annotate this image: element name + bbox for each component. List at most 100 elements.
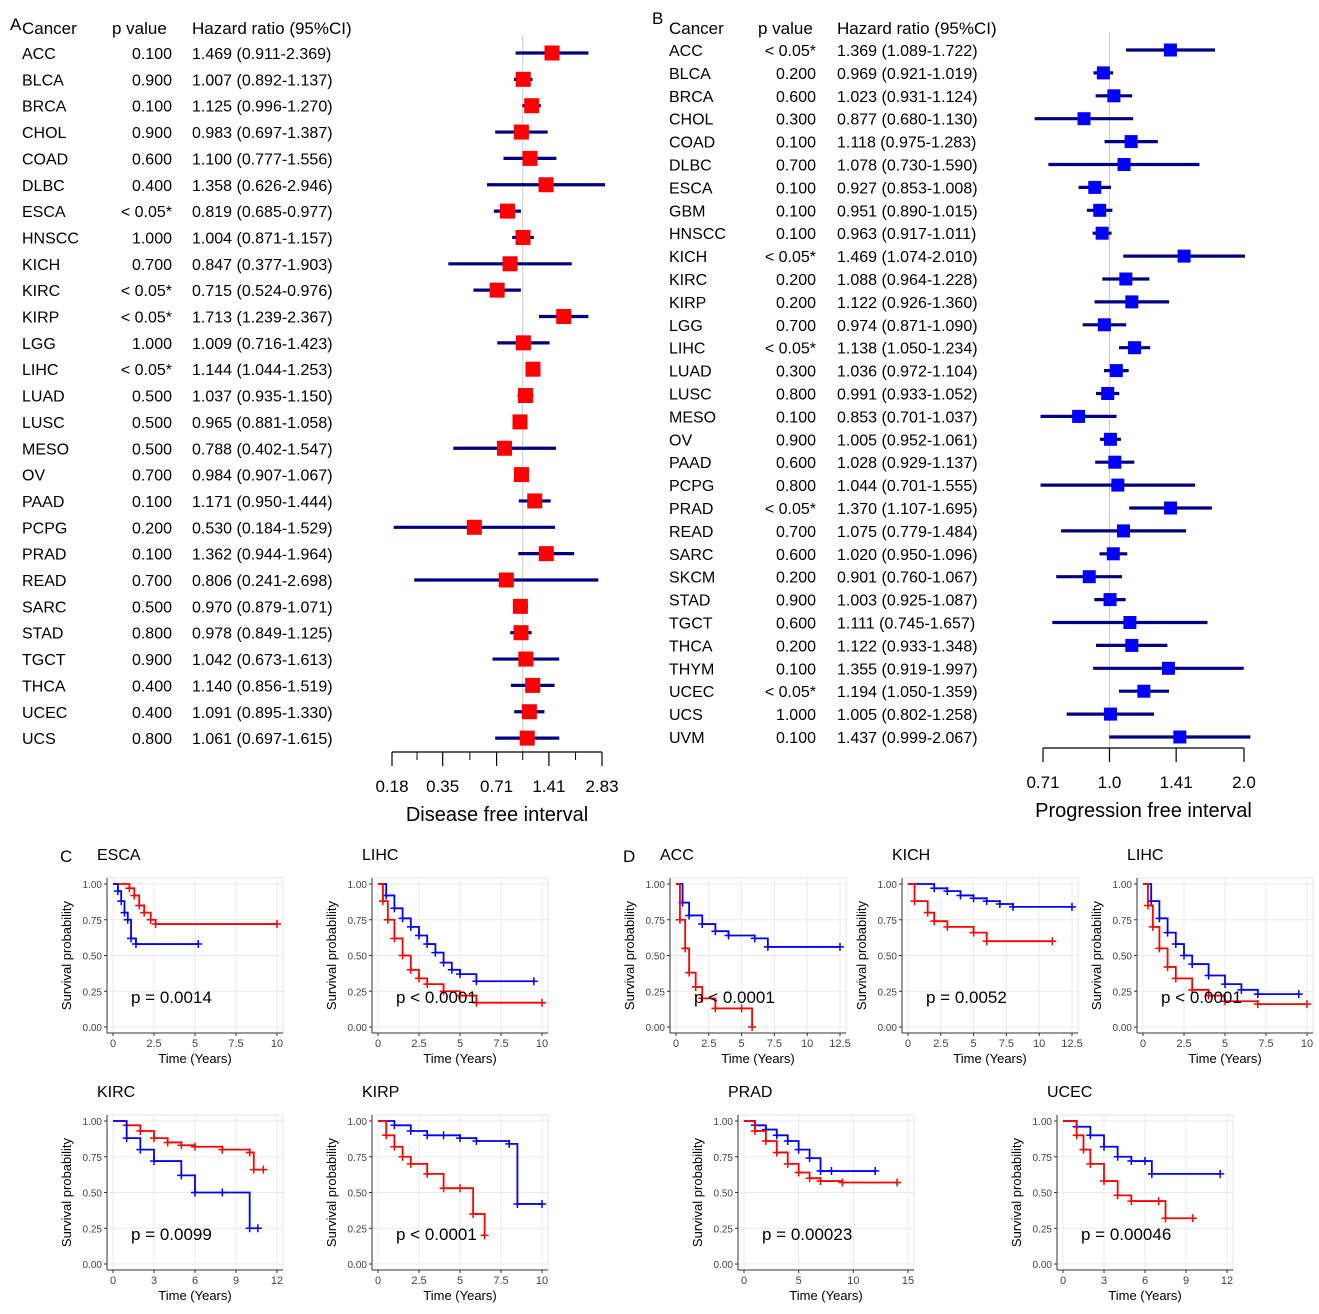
km-censor-mark [750,934,759,943]
km-title: ACC [660,847,694,864]
hr-marker [1124,135,1138,149]
km-x-tick-label: 0 [375,1275,381,1287]
km-censor-mark [538,998,546,1007]
row-hr-text: 1.003 (0.925-1.087) [837,593,978,610]
row-cancer-label: BRCA [22,99,67,116]
row-cancer-label: THCA [669,638,713,655]
km-y-tick-label: 0.75 [1033,1153,1053,1164]
row-p-value: 0.300 [776,112,816,129]
hr-marker [1125,295,1139,309]
km-y-tick-label: 0.00 [1113,1023,1133,1034]
km-plot: LIHC 0.00 0.25 0.50 0.75 1.00 0 2.5 5 7.5 10 Time (… [324,847,549,1066]
hr-marker [521,704,537,720]
km-p-value: p = 0.0099 [131,1225,212,1244]
km-x-tick-label: 6 [1142,1275,1148,1287]
km-censor-mark [456,1184,464,1193]
hr-marker [1117,524,1131,538]
row-p-value: 0.100 [132,99,172,116]
hr-marker [1101,387,1115,400]
km-x-tick-label: 3 [151,1275,157,1287]
km-x-tick-label: 5 [796,1275,802,1287]
hr-marker [513,124,529,140]
km-censor-mark [245,1148,254,1157]
hr-marker [1097,318,1111,332]
row-hr-text: 0.901 (0.760-1.067) [837,570,978,587]
hr-marker [1088,180,1102,194]
row-p-value: 0.100 [132,46,172,63]
hr-marker [502,256,518,272]
row-cancer-label: PAAD [22,494,64,511]
row-cancer-label: MESO [22,441,69,458]
row-cancer-label: PRAD [22,547,66,564]
row-p-value: 0.600 [776,547,816,564]
km-title: LIHC [1127,847,1163,864]
row-hr-text: 1.469 (1.074-2.010) [837,249,978,266]
km-x-tick-label: 7.5 [1258,1038,1273,1050]
km-censor-mark [398,951,407,960]
row-cancer-label: KIRC [669,272,707,289]
row-cancer-label: READ [669,524,713,541]
km-censor-mark [1127,1157,1136,1166]
km-censor-mark [711,1004,720,1013]
row-cancer-label: DLBC [669,158,712,175]
column-header-p: p value [758,19,813,38]
row-hr-text: 1.194 (1.050-1.359) [837,684,978,701]
row-p-value: 0.700 [776,318,816,335]
column-header-hr: Hazard ratio (95%CI) [192,19,352,38]
km-censor-mark [943,887,952,896]
km-y-title: Survival probability [324,900,339,1010]
km-censor-mark [131,940,140,949]
row-hr-text: 1.140 (0.856-1.519) [192,678,333,695]
km-censor-mark [423,1169,432,1178]
row-cancer-label: PCPG [22,520,67,537]
km-x-tick-label: 5 [1222,1038,1228,1050]
km-censor-mark [406,965,415,974]
km-censor-mark [1086,1131,1095,1140]
row-hr-text: 1.100 (0.777-1.556) [192,151,333,168]
km-censor-mark [120,908,129,917]
km-y-tick-label: 0.25 [83,1224,103,1235]
km-x-tick-label: 7.5 [493,1038,508,1050]
row-hr-text: 1.369 (1.089-1.722) [837,43,978,60]
row-p-value: 0.600 [776,616,816,633]
km-y-tick-label: 1.00 [1033,1117,1053,1128]
km-censor-mark [390,934,399,943]
km-x-tick-label: 7.5 [228,1038,243,1050]
km-censor-mark [513,1199,522,1208]
km-censor-mark [1148,922,1157,931]
row-hr-text: 0.927 (0.853-1.008) [837,180,978,197]
km-censor-mark [1155,944,1164,953]
km-censor-mark [1113,1152,1122,1161]
km-x-tick-label: 0 [1060,1275,1066,1287]
row-hr-text: 1.355 (0.919-1.997) [837,661,978,678]
km-censor-mark [1154,1197,1163,1206]
km-x-tick-label: 0 [673,1038,679,1050]
km-censor-mark [1086,1159,1095,1168]
km-survival-curve [378,1120,486,1236]
km-censor-mark [1188,985,1197,994]
hr-marker [1137,684,1151,698]
row-cancer-label: THYM [669,661,714,678]
row-cancer-label: ESCA [22,204,66,221]
row-hr-text: 0.969 (0.921-1.019) [837,66,978,83]
row-p-value: < 0.05* [121,283,172,300]
row-hr-text: 1.362 (0.944-1.964) [192,547,333,564]
row-cancer-label: SARC [669,547,713,564]
km-censor-mark [1188,960,1197,969]
km-censor-mark [136,1145,145,1154]
km-censor-mark [982,937,991,946]
km-censor-mark [681,944,690,953]
km-x-tick-label: 0 [1140,1038,1146,1050]
row-hr-text: 0.806 (0.241-2.698) [192,573,333,590]
km-x-tick-label: 7.5 [493,1275,508,1287]
row-hr-text: 1.061 (0.697-1.615) [192,731,333,748]
km-y-tick-label: 1.00 [714,1117,734,1128]
km-censor-mark [1253,1000,1262,1009]
hr-marker [497,440,513,456]
km-censor-mark [130,891,139,900]
km-censor-mark [415,931,423,940]
km-censor-mark [1068,902,1076,911]
km-censor-mark [136,1127,145,1136]
km-y-tick-label: 0.75 [348,1153,368,1164]
hr-marker [515,229,531,245]
